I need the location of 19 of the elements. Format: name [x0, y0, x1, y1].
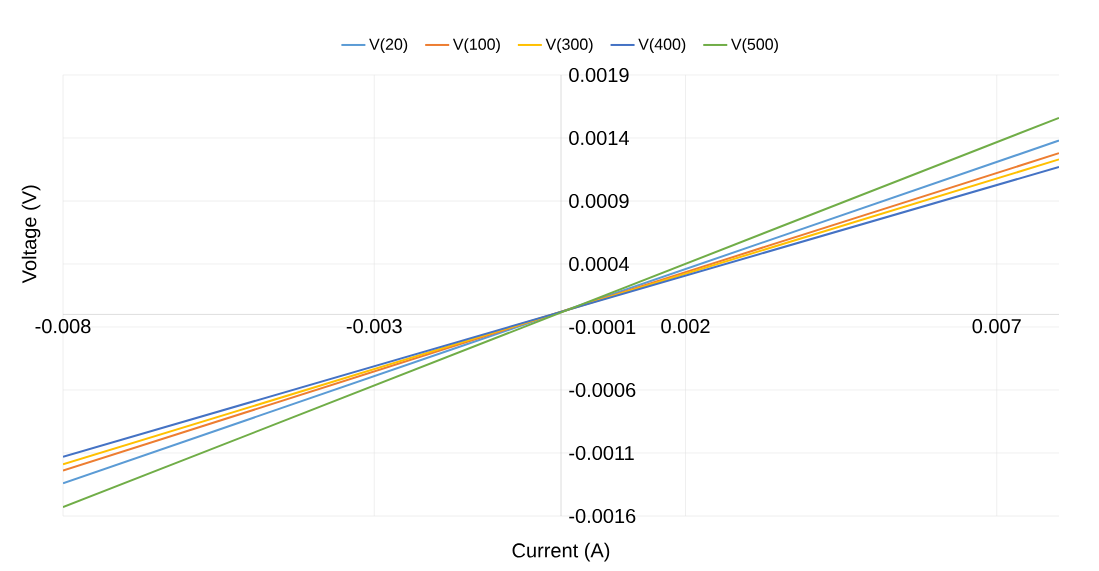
y-tick-label: -0.0006: [569, 382, 636, 398]
x-tick-label: 0.007: [972, 319, 1021, 334]
x-tick-label: 0.002: [661, 319, 710, 334]
y-tick-label: 0.0014: [569, 130, 629, 146]
x-tick-label: -0.008: [35, 319, 91, 334]
legend-label: V(400): [638, 38, 686, 54]
legend-label: V(100): [452, 38, 500, 54]
y-tick-label: 0.0009: [569, 193, 629, 209]
x-axis-title: Current (A): [512, 542, 610, 562]
legend-label: V(300): [545, 38, 593, 54]
y-tick-label: 0.0019: [569, 67, 629, 83]
x-tick-label: -0.003: [346, 319, 402, 334]
y-tick-label: -0.0001: [569, 319, 636, 335]
legend-label: V(20): [369, 38, 408, 54]
legend-label: V(500): [730, 38, 778, 54]
y-tick-label: 0.0004: [569, 256, 629, 272]
y-tick-label: -0.0011: [569, 445, 634, 461]
y-tick-label: -0.0016: [569, 508, 636, 524]
y-axis-title: Voltage (V): [21, 185, 41, 284]
